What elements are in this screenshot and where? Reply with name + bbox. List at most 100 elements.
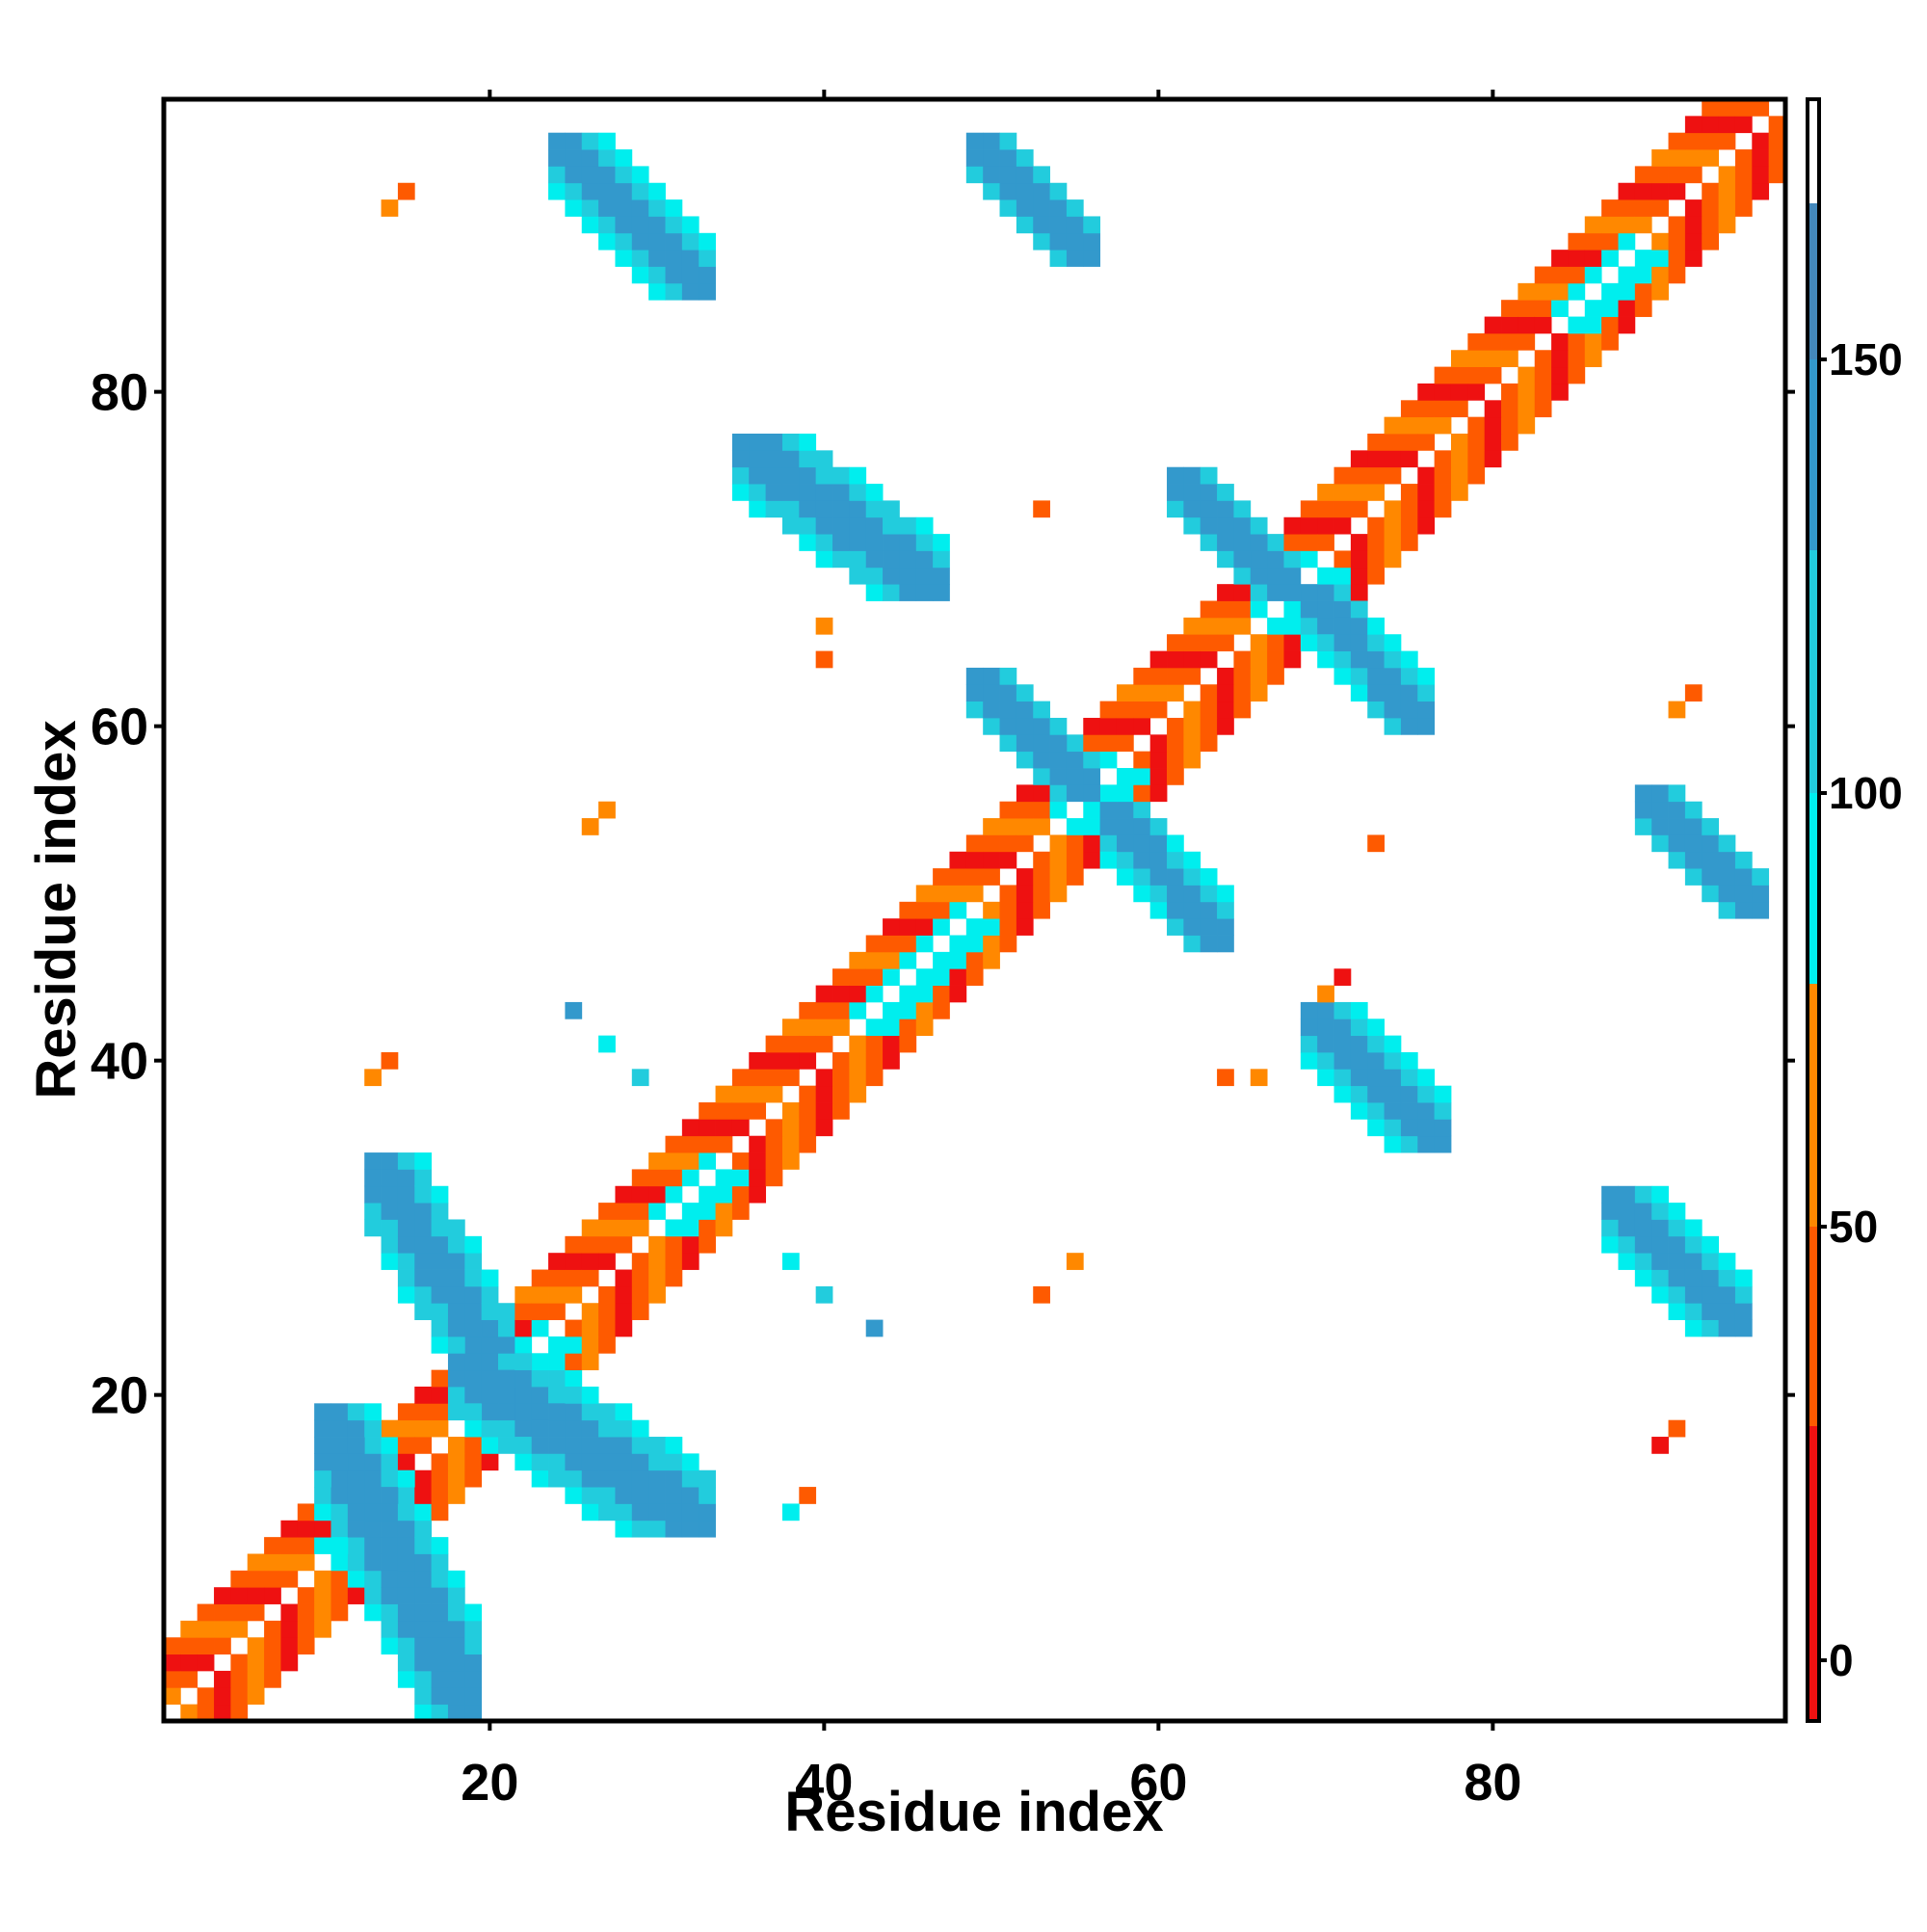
heatmap-cell [665,1503,683,1522]
heatmap-cell [1651,1285,1669,1304]
heatmap-cell [665,282,683,301]
heatmap-cell [280,1620,299,1638]
heatmap-cell [330,1520,349,1538]
heatmap-cell [849,1001,867,1019]
heatmap-cell [1684,818,1703,835]
heatmap-cell [565,132,583,150]
heatmap-cell [1183,516,1201,535]
heatmap-cell [1149,650,1168,669]
heatmap-cell [1066,232,1084,251]
heatmap-cell [1651,282,1669,301]
heatmap-cell [1233,500,1252,518]
heatmap-cell [1350,466,1368,485]
heatmap-cell [1083,851,1101,869]
heatmap-cell [781,466,800,485]
heatmap-cell [965,701,984,719]
heatmap-cell [431,1570,449,1588]
heatmap-cell [1618,266,1636,284]
heatmap-cell [883,1035,900,1053]
heatmap-cell [330,1487,349,1504]
heatmap-cell [1684,1269,1703,1287]
heatmap-cell [481,1353,499,1371]
heatmap-cell [280,1654,299,1672]
heatmap-cell [631,1253,649,1270]
heatmap-cell [431,1419,449,1438]
heatmap-cell [1317,1069,1334,1087]
heatmap-cell [565,199,583,217]
heatmap-cell [1317,567,1334,585]
heatmap-cell [1033,768,1050,785]
heatmap-cell [1033,166,1050,184]
heatmap-cell [381,1469,399,1488]
heatmap-cell [1768,166,1786,184]
heatmap-cell [515,1353,533,1371]
heatmap-cell [983,701,1000,719]
heatmap-cell [1400,416,1418,435]
heatmap-cell [648,1503,666,1522]
heatmap-cell [330,1587,349,1604]
heatmap-cell [648,1520,666,1538]
heatmap-cell [314,1503,331,1522]
heatmap-cell [464,1654,483,1672]
heatmap-cell [1668,132,1686,150]
heatmap-cell [665,1185,683,1204]
heatmap-cell [1501,400,1518,418]
heatmap-cell [1167,768,1184,785]
heatmap-cell [681,250,700,267]
heatmap-cell [631,1437,649,1454]
heatmap-cell [699,1135,716,1153]
heatmap-cell [681,1219,700,1237]
heatmap-cell [899,1001,917,1019]
heatmap-cell [414,1203,433,1220]
heatmap-cell [1718,1269,1736,1287]
heatmap-cell [1367,834,1385,853]
heatmap-cell [1016,734,1034,753]
heatmap-cell [749,1085,767,1103]
heatmap-cell [933,918,950,936]
heatmap-cell [765,1035,783,1053]
heatmap-cell [965,667,984,685]
heatmap-cell [781,1035,800,1053]
heatmap-cell [1668,149,1686,167]
heatmap-cell [598,149,616,167]
heatmap-cell [164,1637,181,1654]
heatmap-cell [565,1469,583,1488]
heatmap-cell [1584,332,1602,351]
heatmap-cell [1066,851,1084,869]
heatmap-cell [1384,434,1402,451]
heatmap-cell [515,1403,533,1421]
heatmap-cell [1568,316,1586,334]
heatmap-cell [431,1487,449,1504]
heatmap-cell [414,1704,433,1722]
heatmap-cell [1584,350,1602,368]
colorbar-band [1808,99,1819,203]
heatmap-cell [1417,400,1436,418]
heatmap-cell [883,516,900,535]
heatmap-cell [164,1687,181,1706]
heatmap-cell [1651,1437,1669,1454]
heatmap-cell [1702,851,1719,869]
heatmap-cell [699,1487,716,1504]
heatmap-cell [615,1437,633,1454]
heatmap-cell [999,801,1017,819]
heatmap-cell [414,1386,433,1404]
heatmap-cell [1167,667,1184,685]
heatmap-cell [999,851,1017,869]
heatmap-cell [681,1503,700,1522]
heatmap-cell [731,1102,750,1120]
heatmap-cell [1417,667,1436,685]
heatmap-cell [498,1419,515,1438]
heatmap-cell [1551,350,1569,368]
heatmap-cell [414,1620,433,1638]
heatmap-cell [330,1437,349,1454]
heatmap-cell [1133,684,1151,702]
heatmap-cell [1333,1069,1352,1087]
heatmap-cell [414,1553,433,1572]
heatmap-cell [381,1570,399,1588]
heatmap-cell [865,1035,884,1053]
heatmap-cell [1434,450,1452,468]
heatmap-cell [1149,818,1168,835]
heatmap-cell [1668,266,1686,284]
heatmap-cell [464,1386,483,1404]
heatmap-cell [1702,182,1719,200]
